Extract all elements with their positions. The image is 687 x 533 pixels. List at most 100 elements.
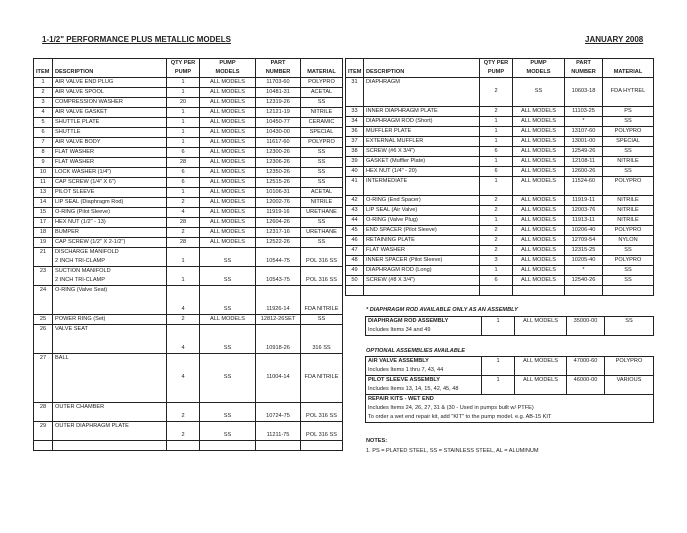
item-number: 9 <box>33 157 53 168</box>
pump-models: ALL MODELS <box>512 156 565 167</box>
part-number: 11211-75 <box>255 421 301 441</box>
table-row <box>33 440 343 451</box>
pump-models: ALL MODELS <box>199 177 256 188</box>
material: SS <box>602 265 654 276</box>
part-number: 35000-00 <box>566 316 605 336</box>
pump-models: ALL MODELS <box>199 207 256 218</box>
table-row: 14 LIP SEAL (Diaphragm Rod) 2 ALL MODELS 1… <box>33 197 343 208</box>
table-row: 8 FLAT WASHER 6 ALL MODELS 12300-26 SS <box>33 147 343 158</box>
pump-models: ALL MODELS <box>199 147 256 158</box>
qty: 2 <box>479 205 513 216</box>
qty: 6 <box>166 147 200 158</box>
table-row: 28 OUTER CHAMBER 2 SS 10724-75 POL 316 SS <box>33 402 343 422</box>
description: DIAPHRAGM ROD (Short) <box>363 116 480 127</box>
description-line: SCREW (#6 X 3/4") <box>366 148 415 154</box>
pump-models: ALL MODELS <box>512 275 565 286</box>
description-line: SHUTTLE PLATE <box>55 119 100 125</box>
table-row: 38 SCREW (#6 X 3/4") 6 ALL MODELS 12549-26… <box>345 146 654 157</box>
pump-models: ALL MODELS <box>512 176 565 196</box>
description: OUTER CHAMBER <box>52 402 167 422</box>
qty: 2 <box>479 106 513 117</box>
pump-models: ALL MODELS <box>199 77 256 88</box>
description-line: FLAT WASHER <box>366 247 406 253</box>
part-number <box>255 440 301 451</box>
description: LIP SEAL (Diaphragm Rod) <box>52 197 167 208</box>
part-number: 10918-26 <box>255 324 301 354</box>
description-line: AIR VALVE GASKET <box>55 109 108 115</box>
description-line: INNER SPACER (Pilot Sleeve) <box>366 257 443 263</box>
pump-models: ALL MODELS <box>199 107 256 118</box>
col-part-line1: PART <box>576 60 591 66</box>
description-line: AIR VALVE SPOOL <box>55 89 104 95</box>
part-number: 12108-11 <box>564 156 603 167</box>
item-number: 3 <box>33 97 53 108</box>
qty <box>479 285 513 296</box>
material: POL 316 SS <box>300 247 343 267</box>
material: POLYPRO <box>602 126 654 137</box>
material: FDA NITRILE <box>300 353 343 403</box>
table-row: 43 LIP SEAL (Air Valve) 2 ALL MODELS 12003… <box>345 205 654 216</box>
material: FDA NITRILE <box>300 285 343 315</box>
item-number: 21 <box>33 247 53 267</box>
table-row: 41 INTERMEDIATE 1 ALL MODELS 11524-60 POLYP… <box>345 176 654 196</box>
assembly-row: PILOT SLEEVE ASSEMBLY 1 ALL MODELS 46000… <box>365 375 654 395</box>
pump-models: ALL MODELS <box>512 146 565 157</box>
item-number: 18 <box>33 227 53 238</box>
part-number: 10106-31 <box>255 187 301 198</box>
pump-models: ALL MODELS <box>199 197 256 208</box>
part-number: 12600-26 <box>564 166 603 177</box>
repair-line-1: Includes Items 24, 26, 27, 31 & (30 - Us… <box>365 404 654 413</box>
qty: 2 <box>166 227 200 238</box>
material: SS <box>300 157 343 168</box>
table-row: 26 VALVE SEAT 4 SS 10918-26 316 SS <box>33 324 343 354</box>
col-models-line1: PUMP <box>219 60 236 66</box>
qty: 2 <box>166 197 200 208</box>
qty: 2 <box>166 421 200 441</box>
table-row: 25 POWER RING (Set) 2 ALL MODELS 12812-26S… <box>33 314 343 325</box>
material: NITRILE <box>300 197 343 208</box>
item-number: 29 <box>33 421 53 441</box>
part-number: 46000-00 <box>566 375 605 395</box>
pump-models: ALL MODELS <box>199 237 256 248</box>
item-number: 44 <box>345 215 364 226</box>
description-line: GASKET (Muffler Plate) <box>366 158 426 164</box>
item-number: 41 <box>345 176 364 196</box>
qty: 28 <box>166 217 200 228</box>
pump-models: ALL MODELS <box>512 126 565 137</box>
description: INNER DIAPHRAGM PLATE <box>363 106 480 117</box>
description-line: END SPACER (Pilot Sleeve) <box>366 227 437 233</box>
description-line: HEX NUT (1/4" - 20) <box>366 168 417 174</box>
col-qty-line1: QTY PER <box>483 60 509 66</box>
qty: 6 <box>479 166 513 177</box>
description-line: COMPRESSION WASHER <box>55 99 123 105</box>
part-number: 11703-60 <box>255 77 301 88</box>
description-line: AIR VALVE BODY <box>55 139 101 145</box>
optional-assemblies-table: AIR VALVE ASSEMBLY 1 ALL MODELS 47000-60… <box>365 356 654 423</box>
material: NITRILE <box>602 215 654 226</box>
description-line: BALL <box>55 355 69 361</box>
pump-models: ALL MODELS <box>512 205 565 216</box>
assembly-includes: Includes Items 13, 14, 15, 42, 45, 48 <box>365 385 482 395</box>
description: SHUTTLE PLATE <box>52 117 167 128</box>
description: FLAT WASHER <box>52 157 167 168</box>
description-line: SUCTION MANIFOLD <box>55 268 111 274</box>
pump-models: ALL MODELS <box>512 116 565 127</box>
col-qty-line2: PUMP <box>487 69 505 75</box>
qty: 4 <box>166 207 200 218</box>
notes-heading: NOTES: <box>366 438 388 444</box>
item-number: 10 <box>33 167 53 178</box>
item-number: 26 <box>33 324 53 354</box>
description: GASKET (Muffler Plate) <box>363 156 480 167</box>
part-number: * <box>564 116 603 127</box>
part-number: 10450-77 <box>255 117 301 128</box>
description: COMPRESSION WASHER <box>52 97 167 108</box>
rod-note: * DIAPHRAGM ROD AVAILABLE ONLY AS AN ASS… <box>366 307 518 313</box>
part-number: 10430-00 <box>255 127 301 138</box>
part-number: 11919-11 <box>564 195 603 206</box>
description: POWER RING (Set) <box>52 314 167 325</box>
part-number: 12549-26 <box>564 146 603 157</box>
description: BUMPER <box>52 227 167 238</box>
table-row: 33 INNER DIAPHRAGM PLATE 2 ALL MODELS 1110… <box>345 106 654 117</box>
description: FLAT WASHER <box>52 147 167 158</box>
material: SS <box>602 245 654 256</box>
